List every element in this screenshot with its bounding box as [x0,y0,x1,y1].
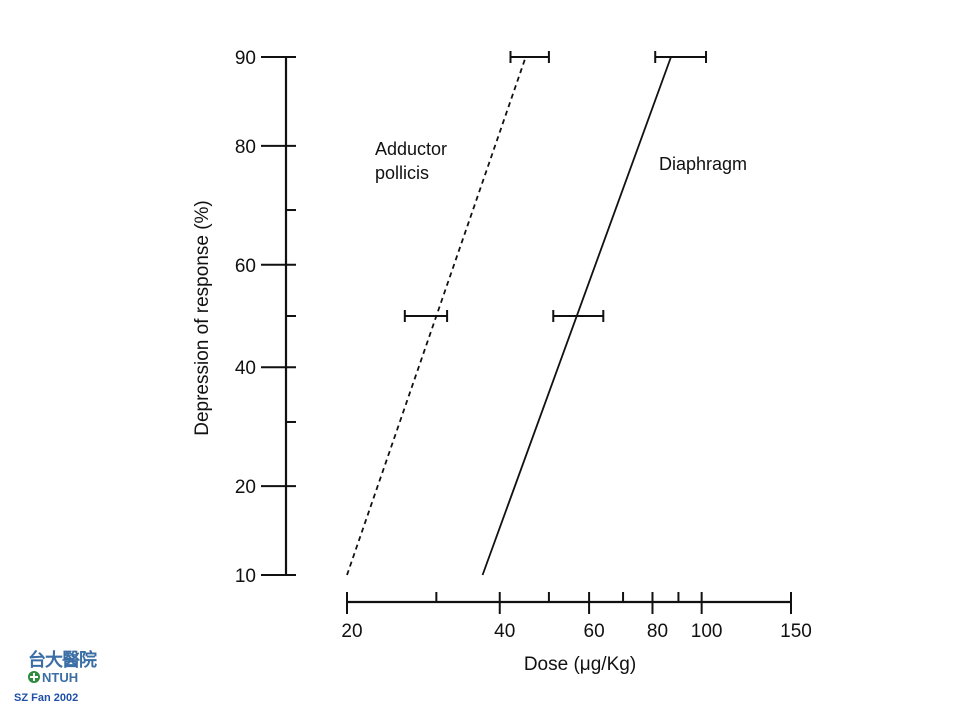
series-label-diaphragm: Diaphragm [659,154,747,174]
y-tick-label: 80 [235,137,256,158]
x-tick-label: 80 [647,621,668,642]
ntuh-logo: 台大醫院 NTUH [24,646,114,690]
x-axis: 20 40 60 80 100 150 [341,592,812,642]
y-tick-label: 90 [235,48,256,69]
x-tick-label: 150 [780,621,812,642]
logo-cross-icon [28,671,40,683]
series-label-adductor: Adductor [375,139,447,159]
y-tick-label: 60 [235,256,256,277]
x-tick-label: 20 [341,621,362,642]
x-axis-title: Dose (μg/Kg) [524,654,636,675]
y-tick-label: 40 [235,358,256,379]
x-tick-label: 40 [494,621,515,642]
x-tick-label: 60 [584,621,605,642]
series-label-pollicis: pollicis [375,163,429,183]
series-layer [346,51,708,576]
y-axis-title: Depression of response (%) [192,200,213,436]
logo-abbreviation: NTUH [42,670,79,685]
y-tick-label: 10 [235,566,256,587]
credit-text: SZ Fan 2002 [14,692,79,704]
x-tick-label: 100 [691,621,723,642]
logo-cjk-text: 台大醫院 [28,650,97,671]
y-axis: 10 20 40 60 80 90 [235,48,296,587]
y-tick-label: 20 [235,477,256,498]
